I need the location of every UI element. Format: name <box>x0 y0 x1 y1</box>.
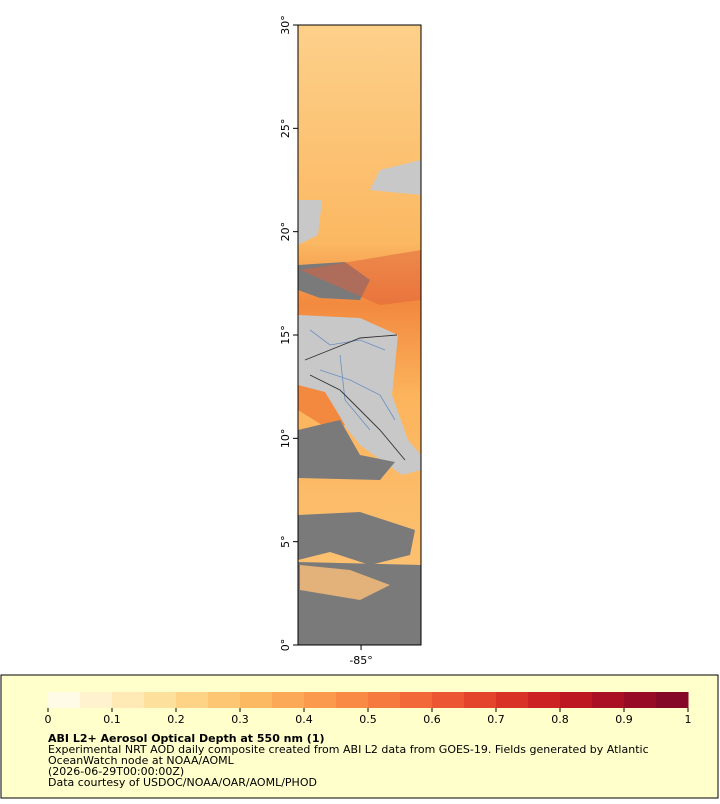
lat-tick-label: 0° <box>279 639 292 652</box>
colorbar-segment <box>432 692 465 708</box>
colorbar-tick-label: 0.9 <box>615 713 633 726</box>
colorbar-tick-label: 0.2 <box>167 713 185 726</box>
colorbar-segment <box>656 692 689 708</box>
colorbar-segment <box>528 692 561 708</box>
lat-tick-label: 20° <box>279 222 292 242</box>
colorbar-tick-label: 0.1 <box>103 713 121 726</box>
legend-line: OceanWatch node at NOAA/AOML <box>48 754 235 767</box>
colorbar-segment <box>272 692 305 708</box>
colorbar-tick-label: 0.8 <box>551 713 569 726</box>
colorbar-tick-label: 1 <box>685 713 692 726</box>
colorbar-segment <box>400 692 433 708</box>
colorbar-tick-label: 0.6 <box>423 713 441 726</box>
lat-tick-label: 15° <box>279 325 292 345</box>
colorbar-segment <box>240 692 273 708</box>
colorbar-tick-label: 0.3 <box>231 713 249 726</box>
map-image <box>298 25 421 645</box>
lat-tick-label: 30° <box>279 15 292 35</box>
colorbar-segment <box>336 692 369 708</box>
colorbar-segment <box>560 692 593 708</box>
colorbar-segment <box>464 692 497 708</box>
colorbar-tick-label: 0.5 <box>359 713 377 726</box>
lat-tick-label: 25° <box>279 119 292 139</box>
legend-title: ABI L2+ Aerosol Optical Depth at 550 nm … <box>48 732 325 745</box>
legend-line: (2026-06-29T00:00:00Z) <box>48 765 184 778</box>
colorbar-segment <box>592 692 625 708</box>
colorbar-segment <box>176 692 209 708</box>
colorbar-segment <box>496 692 529 708</box>
legend-line: Data courtesy of USDOC/NOAA/OAR/AOML/PHO… <box>48 776 317 789</box>
colorbar-segment <box>144 692 177 708</box>
colorbar-segment <box>304 692 337 708</box>
colorbar-segment <box>368 692 401 708</box>
colorbar-segment <box>208 692 241 708</box>
lon-tick-label: -85° <box>349 654 372 667</box>
colorbar-segment <box>624 692 657 708</box>
lat-tick-label: 5° <box>279 535 292 548</box>
legend-line: Experimental NRT AOD daily composite cre… <box>48 743 649 756</box>
lat-tick-label: 10° <box>279 429 292 449</box>
colorbar-tick-label: 0 <box>45 713 52 726</box>
colorbar-segment <box>80 692 113 708</box>
colorbar-segment <box>112 692 145 708</box>
colorbar-tick-label: 0.4 <box>295 713 313 726</box>
colorbar-tick-label: 0.7 <box>487 713 505 726</box>
colorbar-segment <box>48 692 81 708</box>
